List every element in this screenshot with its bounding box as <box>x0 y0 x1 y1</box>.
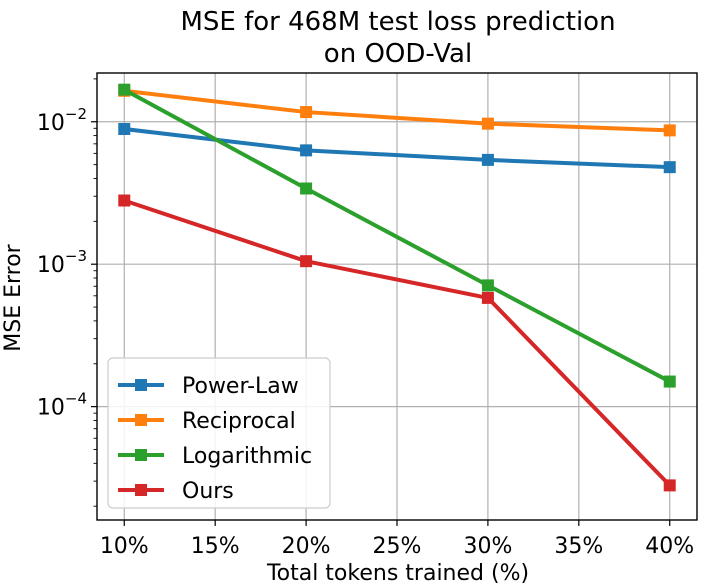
legend-marker-logarithmic <box>135 449 147 461</box>
legend: Power-Law Reciprocal Logarithmic Ours <box>107 357 331 509</box>
data-point-logarithmic <box>300 182 313 195</box>
legend-marker-ours <box>135 484 147 496</box>
data-point-logarithmic <box>118 83 131 96</box>
data-point-ours <box>300 255 313 268</box>
x-tick-label: 35% <box>554 534 603 559</box>
series-line-logarithmic <box>123 87 671 384</box>
data-point-power-law <box>118 122 131 135</box>
data-point-reciprocal <box>300 106 313 119</box>
y-tick-label: 10−4 <box>37 390 87 421</box>
chart-title-group: MSE for 468M test loss prediction on OOD… <box>180 7 615 69</box>
x-tick-label: 20% <box>282 534 331 559</box>
data-point-reciprocal <box>481 117 494 130</box>
y-tick-label: 10−3 <box>37 247 87 278</box>
x-tick-label: 40% <box>645 534 694 559</box>
data-point-power-law <box>481 153 494 166</box>
chart-title: MSE for 468M test loss prediction <box>180 7 615 37</box>
y-axis-label: MSE Error <box>1 243 26 351</box>
data-point-reciprocal <box>663 124 676 137</box>
data-point-power-law <box>663 161 676 174</box>
y-tick-label: 10−2 <box>37 105 87 136</box>
x-axis-label: Total tokens trained (%) <box>266 561 529 585</box>
legend-box <box>107 357 331 509</box>
data-point-logarithmic <box>663 375 676 388</box>
axes: 10% 15% 20% 25% 30% 35% 40% 10−4 10−3 10−2 <box>37 72 698 559</box>
legend-marker-power-law <box>135 379 147 391</box>
series-layer <box>118 83 676 492</box>
x-tick-label: 15% <box>191 534 240 559</box>
x-tick-label: 30% <box>463 534 512 559</box>
x-tick-label: 10% <box>100 534 149 559</box>
legend-label-ours: Ours <box>182 479 234 504</box>
chart-subtitle: on OOD-Val <box>324 39 472 69</box>
legend-marker-reciprocal <box>135 414 147 426</box>
x-tick-label: 25% <box>373 534 422 559</box>
data-point-ours <box>481 291 494 304</box>
data-point-ours <box>118 194 131 207</box>
series-line-ours <box>123 198 672 487</box>
legend-label-logarithmic: Logarithmic <box>182 444 312 469</box>
data-point-ours <box>663 479 676 492</box>
series-line-reciprocal <box>124 88 670 133</box>
data-point-power-law <box>300 144 313 157</box>
legend-label-power-law: Power-Law <box>182 374 299 399</box>
data-point-logarithmic <box>481 279 494 292</box>
legend-label-reciprocal: Reciprocal <box>182 409 296 434</box>
